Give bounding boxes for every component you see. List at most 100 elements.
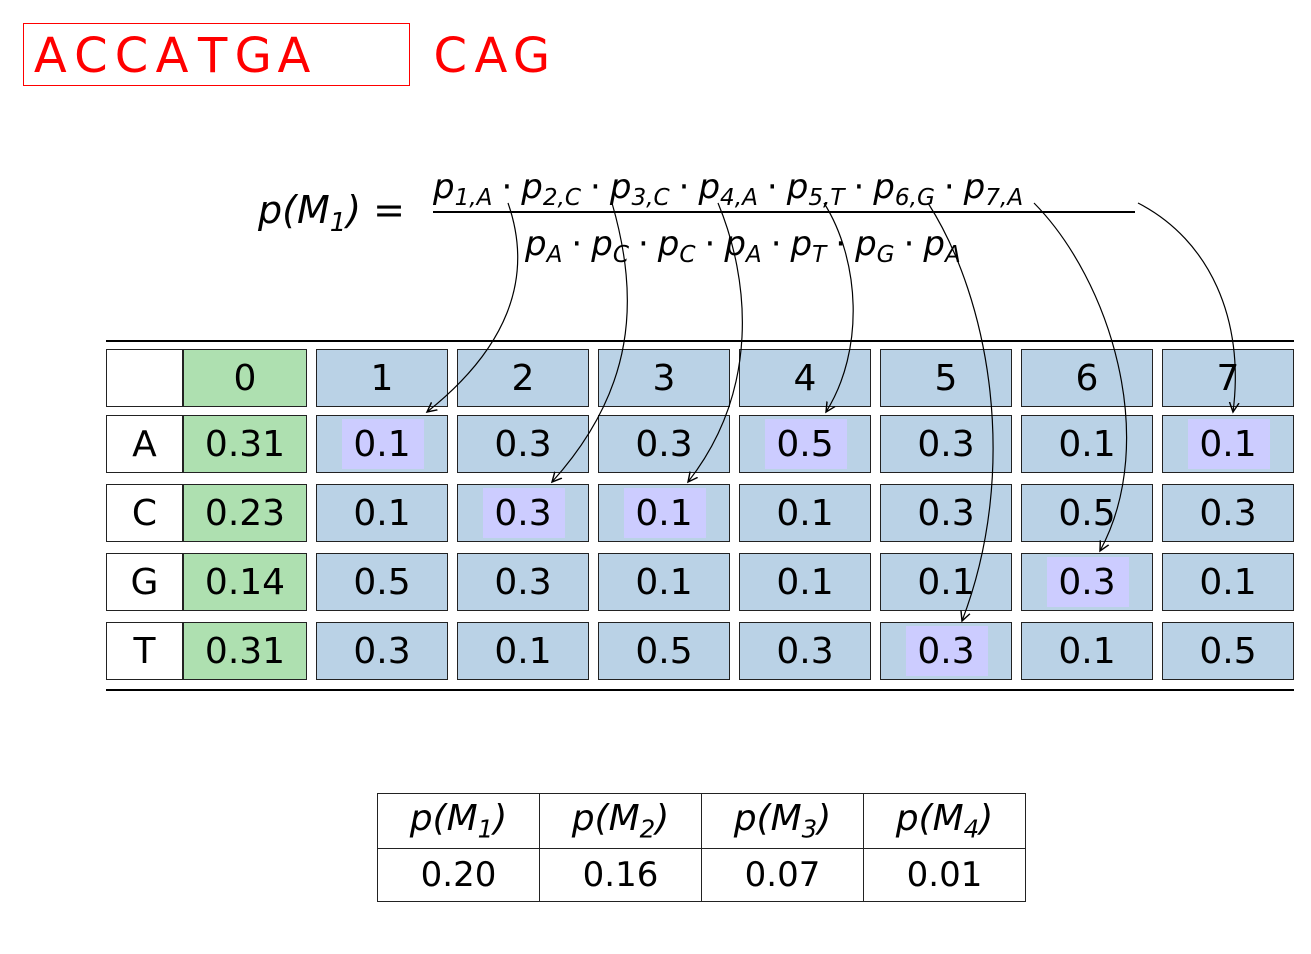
matrix-cell: 0.1 [457,622,589,680]
row-header-base-text: C [131,492,158,534]
matrix-cell: 0.3 [1021,553,1153,611]
matrix-cell-text: 0.3 [917,492,975,534]
sequence-letter: C [433,28,468,84]
matrix-cell-text: 0.31 [204,423,286,465]
column-header-text: 4 [793,357,817,399]
denominator-subscript: T [812,241,827,268]
dot-operator: · [943,167,955,207]
column-header-text: 1 [370,357,394,399]
matrix-cell-text: 0.1 [494,630,552,672]
sequence-letter: G [512,28,551,84]
column-header: 5 [880,349,1012,407]
matrix-cell-text: 0.3 [494,561,552,603]
highlight-mark [906,626,988,676]
matrix-cell: 0.1 [880,553,1012,611]
row-header-base: G [106,553,183,611]
matrix-top-rule [106,340,1294,342]
matrix-cell-text: 0.3 [1058,561,1116,603]
matrix-cell: 0.5 [739,415,871,473]
row-header-base: C [106,484,183,542]
fraction-bar [433,211,1135,213]
sequence-letter: T [198,28,228,84]
matrix-cell: 0.1 [1162,553,1294,611]
matrix-cell-text: 0.3 [776,630,834,672]
sequence-letter: A [474,28,508,84]
matrix-cell: 0.3 [316,622,448,680]
matrix-cell-text: 0.1 [353,423,411,465]
numerator-term: p [873,167,895,207]
matrix-cell-text: 0.1 [1058,630,1116,672]
matrix-cell: 0.1 [1162,415,1294,473]
matrix-cell-text: 0.14 [204,561,286,603]
matrix-cell-text: 0.3 [1199,492,1257,534]
matrix-cell-text: 0.1 [635,561,693,603]
matrix-cell-text: 0.1 [776,561,834,603]
matrix-cell: 0.31 [183,415,307,473]
column-header: 4 [739,349,871,407]
highlight-mark [342,419,424,469]
column-header-text: 5 [934,357,958,399]
dot-operator: · [704,224,716,264]
matrix-cell-text: 0.23 [204,492,286,534]
column-header-text: 3 [652,357,676,399]
lhs-close: ) [346,188,362,232]
matrix-cell: 0.3 [457,484,589,542]
denominator-subscript: A [546,241,563,268]
score-value: 0.16 [539,848,702,902]
highlight-mark [1188,419,1270,469]
matrix-cell-text: 0.5 [1058,492,1116,534]
matrix-cell-text: 0.3 [917,423,975,465]
denominator-term: p [790,224,813,264]
numerator-term: p [698,167,721,207]
score-value: 0.20 [377,848,540,902]
matrix-corner [106,349,183,407]
matrix-cell-text: 0.1 [1199,561,1257,603]
matrix-cell: 0.1 [1021,415,1153,473]
matrix-cell: 0.3 [1162,484,1294,542]
dot-operator: · [853,167,865,207]
column-header-text: 7 [1216,357,1240,399]
sequence-letter: A [155,28,189,84]
matrix-cell-text: 0.3 [494,423,552,465]
matrix-cell: 0.1 [316,415,448,473]
numerator-subscript: 6,G [894,184,935,211]
dot-operator: · [770,224,782,264]
column-header-text: 0 [233,357,257,399]
matrix-cell-text: 0.3 [917,630,975,672]
matrix-cell: 0.1 [1021,622,1153,680]
numerator-term: p [609,167,632,207]
row-header-base: A [106,415,183,473]
sliding-window-box [23,23,410,86]
numerator-subscript: 5,T [808,184,845,211]
row-header-base-text: A [132,423,157,465]
equals-sign: = [373,188,405,232]
numerator-term: p [786,167,809,207]
score-header: p(M1) [377,793,540,849]
dot-operator: · [678,167,690,207]
highlight-mark [1047,557,1129,607]
matrix-cell-text: 0.1 [917,561,975,603]
denominator-term: p [923,224,945,264]
score-header: p(M4) [863,793,1026,849]
lhs-m: M [296,188,330,232]
matrix-cell: 0.3 [457,553,589,611]
matrix-cell: 0.1 [739,553,871,611]
matrix-cell-text: 0.1 [776,492,834,534]
denominator-subscript: A [745,241,762,268]
score-header: p(M3) [701,793,864,849]
denominator-term: p [657,224,680,264]
numerator-subscript: 2,C [542,184,582,211]
denominator-term: p [525,224,547,264]
matrix-cell: 0.5 [316,553,448,611]
lhs-p: p( [258,188,297,232]
denominator-subscript: A [944,241,961,268]
score-table: p(M1) p(M2) p(M3) p(M4) 0.20 0.16 0.07 0… [377,793,1026,902]
matrix-cell: 0.3 [880,484,1012,542]
column-header-text: 6 [1075,357,1099,399]
matrix-cell-text: 0.1 [635,492,693,534]
matrix-cell-text: 0.3 [494,492,552,534]
matrix-cell-text: 0.5 [776,423,834,465]
matrix-cell: 0.3 [880,622,1012,680]
